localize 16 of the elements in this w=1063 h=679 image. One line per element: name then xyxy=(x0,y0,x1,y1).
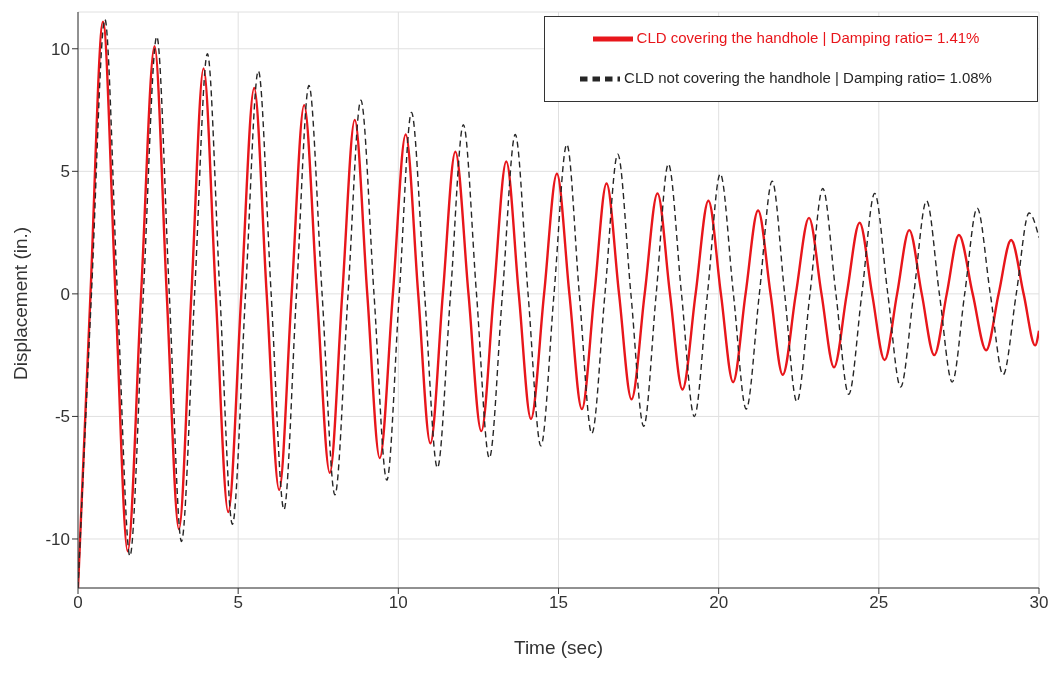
x-tick-label: 0 xyxy=(73,593,83,613)
y-tick-label: 5 xyxy=(60,162,70,182)
y-tick-label: 0 xyxy=(60,284,70,304)
x-tick-label: 25 xyxy=(869,593,889,613)
x-tick-label: 5 xyxy=(233,593,243,613)
y-axis-title: Displacement (in.) xyxy=(9,226,31,380)
x-tick-label: 30 xyxy=(1029,593,1049,613)
y-tick-label: -10 xyxy=(45,530,70,550)
legend-label: CLD not covering the handhole | Damping ratio= 1.08% xyxy=(624,68,992,86)
x-tick-label: 10 xyxy=(388,593,408,613)
x-tick-label: 15 xyxy=(549,593,568,613)
x-tick-label: 20 xyxy=(709,593,729,613)
x-axis-title: Time (sec) xyxy=(513,637,604,658)
y-tick-label: 10 xyxy=(51,39,70,59)
y-tick-label: -5 xyxy=(54,407,70,427)
legend-label: CLD covering the handhole | Damping ratio= 1.41% xyxy=(636,28,980,46)
